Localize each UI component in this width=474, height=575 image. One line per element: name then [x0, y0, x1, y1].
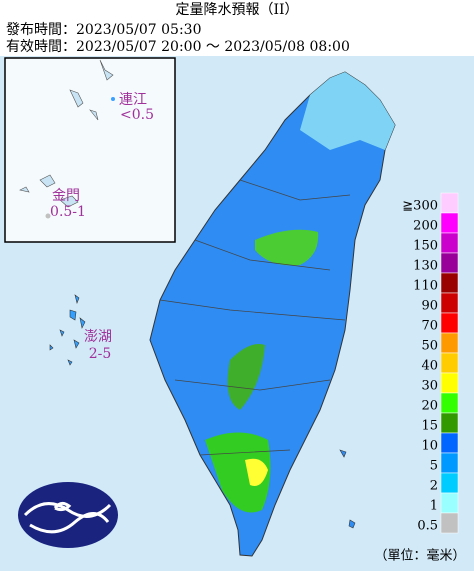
legend-label: 5 [430, 459, 438, 474]
legend-swatch [440, 212, 459, 234]
legend-swatch [440, 392, 459, 414]
legend-swatch [440, 412, 459, 434]
legend-label: 2 [430, 479, 438, 494]
unit: （單位：毫米） [374, 548, 465, 564]
legend-swatch [440, 452, 459, 474]
legend-swatch [440, 332, 459, 354]
issued-time: 發布時間：2023/05/07 05:30 [6, 22, 202, 38]
legend-label: 15 [421, 419, 438, 434]
legend-label: 70 [421, 319, 438, 334]
legend-swatch [440, 372, 459, 394]
rain-moderate [227, 344, 265, 410]
legend-label: 130 [413, 259, 438, 274]
legend-swatch [440, 292, 459, 314]
legend-swatch [440, 512, 459, 534]
rain-moderate [205, 432, 271, 513]
legend-swatch [440, 192, 459, 214]
kinmen [45, 213, 51, 219]
legend-label: 150 [413, 239, 438, 254]
island-name: 連江 [119, 92, 147, 108]
legend-label: 40 [421, 359, 438, 374]
valid-time: 有效時間：2023/05/07 20:00 ～ 2023/05/08 08:00 [6, 39, 350, 55]
inset-box [4, 57, 176, 243]
logo [18, 482, 118, 548]
title: 定量降水預報（II） [175, 2, 298, 18]
legend-label: 110 [413, 279, 438, 294]
rain-heavy [245, 458, 268, 486]
penghu [49, 294, 86, 366]
legend-swatch [440, 432, 459, 454]
header-bg [0, 0, 474, 56]
legend-swatch [440, 252, 459, 274]
legend-label: 90 [421, 299, 438, 314]
legend-swatch [440, 492, 459, 514]
islet [339, 449, 356, 529]
rain-light [300, 72, 395, 150]
legend: ≧300 200 150 130 110 90 70 50 40 30 20 15 10 5 2 1 0.5 [402, 192, 459, 534]
logo-mark [23, 501, 112, 534]
coast [19, 59, 114, 208]
rain-moderate [255, 229, 319, 266]
legend-swatch [440, 312, 459, 334]
legend-label: 50 [421, 339, 438, 354]
legend-label: 200 [413, 219, 438, 234]
legend-label: 10 [421, 439, 438, 454]
island-name: 澎湖 [84, 329, 112, 345]
county-border [159, 179, 351, 456]
island-amount: <0.5 [120, 107, 154, 123]
legend-label: 30 [421, 379, 438, 394]
legend-label: 0.5 [417, 519, 438, 534]
legend-swatch [440, 232, 459, 254]
matsu [111, 97, 115, 101]
island-name: 金門 [52, 188, 80, 204]
legend-swatch [440, 472, 459, 494]
legend-swatch [440, 352, 459, 374]
legend-label: ≧300 [402, 199, 438, 214]
legend-label: 1 [430, 499, 438, 514]
legend-swatch [440, 272, 459, 294]
island-amount: 0.5-1 [50, 204, 86, 220]
legend-label: 20 [421, 399, 438, 414]
island-amount: 2-5 [89, 346, 112, 362]
